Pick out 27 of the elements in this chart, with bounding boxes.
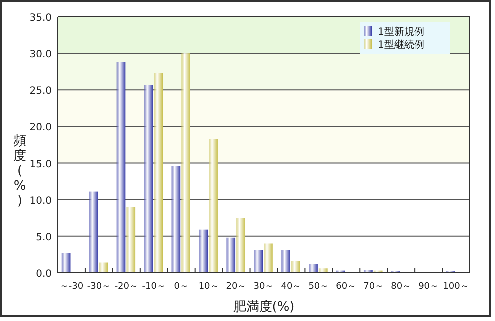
x-tick-label: 10～ (198, 282, 220, 292)
x-tick-label: 0～ (174, 282, 189, 292)
y-tick-label: 35.0 (30, 13, 52, 24)
x-tick-label: 90～ (418, 282, 440, 292)
x-tick-label: 70～ (364, 282, 384, 292)
x-tick-label: 40～ (281, 282, 302, 292)
legend-label: 1型新規例 (378, 26, 424, 38)
y-tick-label: 0.0 (36, 269, 52, 280)
y-tick-label: 30.0 (30, 50, 52, 61)
x-tick-label: ～-30 (60, 282, 84, 292)
x-tick-label: 100～ (443, 282, 470, 292)
x-tick-label: 50～ (308, 282, 330, 292)
y-tick-label: 20.0 (30, 122, 52, 134)
x-tick-label: 30～ (254, 282, 274, 292)
x-tick-label: -30～ (87, 282, 112, 292)
legend-label: 1型継続例 (378, 39, 424, 51)
x-tick-label: -10～ (142, 282, 166, 292)
y-tick-label: 5.0 (36, 232, 52, 244)
x-tick-label: -20～ (114, 282, 139, 292)
x-tick-label: 80～ (391, 282, 412, 292)
x-tick-label: 20～ (226, 282, 247, 292)
y-tick-label: 10.0 (30, 196, 52, 207)
y-tick-label: 25.0 (30, 86, 52, 98)
y-tick-label: 15.0 (30, 159, 52, 170)
x-axis-title: 肥満度(%) (233, 299, 295, 315)
x-tick-label: 60～ (336, 282, 357, 292)
y-axis-title: 頻度(%) (14, 134, 26, 209)
